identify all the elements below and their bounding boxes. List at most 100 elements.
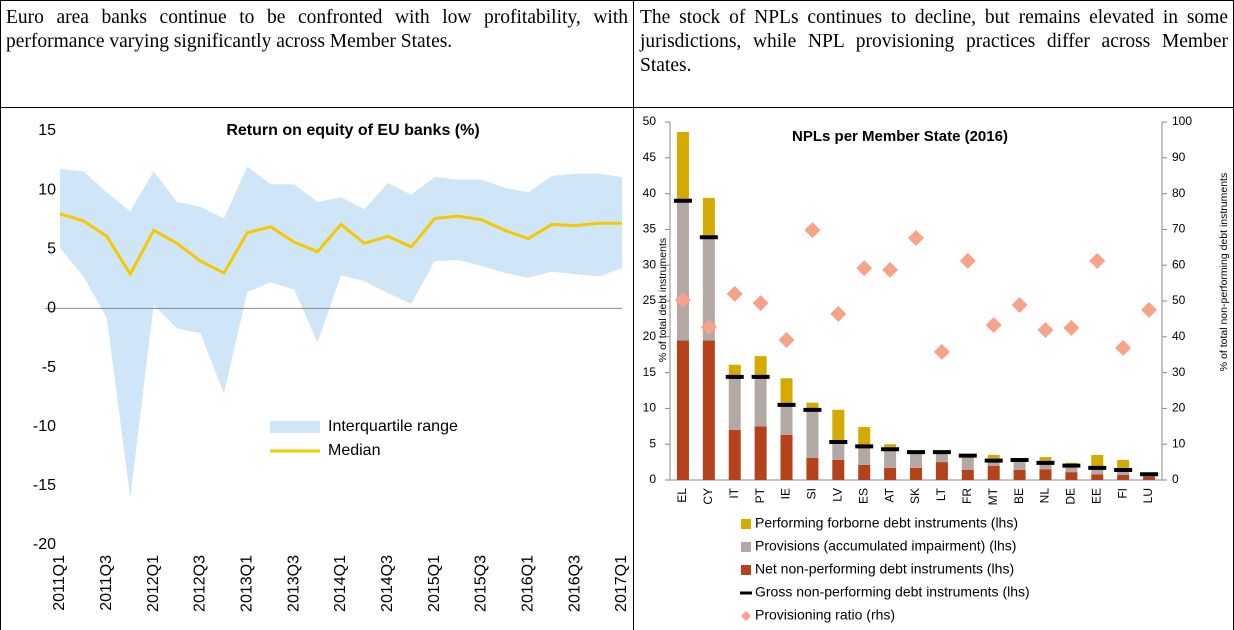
- bar: [935, 452, 948, 463]
- legend-label: Median: [328, 442, 380, 459]
- ratio-marker: [856, 260, 873, 277]
- x-tick-label: 2013Q1: [239, 555, 256, 612]
- bar: [858, 446, 871, 465]
- y2-tick-label: 60: [1172, 257, 1186, 271]
- y-tick-label: 0: [649, 472, 656, 486]
- ratio-marker: [1089, 252, 1106, 269]
- y-tick-label: 10: [643, 401, 657, 415]
- y2-tick-label: 20: [1172, 401, 1186, 415]
- y2-tick-label: 10: [1172, 436, 1186, 450]
- ratio-marker: [933, 343, 950, 360]
- x-tick-label: 2015Q1: [426, 555, 443, 612]
- y2-tick-label: 40: [1172, 329, 1186, 343]
- bar: [1039, 469, 1052, 480]
- y-tick-label: 20: [643, 329, 657, 343]
- y2-tick-label: 100: [1172, 114, 1192, 128]
- ratio-marker: [882, 261, 899, 278]
- bar: [910, 467, 922, 480]
- bar: [858, 427, 871, 447]
- x-tick-label: 2014Q1: [332, 555, 349, 612]
- bar: [806, 457, 819, 480]
- y-tick-label: -5: [42, 359, 56, 376]
- ratio-marker: [985, 316, 1002, 333]
- y-tick-label: 15: [38, 122, 56, 139]
- x-tick-label: IT: [727, 487, 741, 498]
- bar: [1091, 454, 1104, 468]
- y-tick-label: 0: [47, 300, 56, 317]
- bar: [910, 452, 922, 468]
- bar: [987, 460, 1000, 466]
- x-tick-label: 2011Q1: [51, 555, 68, 611]
- y-axis-title: % of total debt instruments: [657, 238, 669, 362]
- ratio-marker: [778, 332, 795, 349]
- y2-tick-label: 80: [1172, 186, 1186, 200]
- ratio-marker: [1063, 319, 1080, 336]
- iqr-band: [60, 166, 622, 498]
- x-tick-label: NL: [1038, 488, 1052, 504]
- legend-label: Provisioning ratio (rhs): [755, 607, 895, 623]
- ratio-marker: [959, 252, 976, 269]
- ratio-marker: [804, 222, 821, 239]
- x-tick-label: FR: [960, 488, 974, 504]
- x-tick-label: EE: [1089, 488, 1103, 504]
- bar: [1065, 465, 1078, 473]
- y-tick-label: 5: [649, 436, 656, 450]
- x-tick-label: 2014Q3: [379, 555, 396, 612]
- ratio-marker: [1037, 321, 1054, 338]
- bar: [676, 132, 689, 201]
- bar: [832, 459, 845, 480]
- x-tick-label: 2016Q3: [566, 555, 583, 612]
- y2-tick-label: 90: [1172, 150, 1186, 164]
- x-tick-label: 2011Q3: [98, 555, 115, 611]
- ratio-marker: [752, 295, 769, 312]
- header-cell: The stock of NPLs continues to decline, …: [640, 7, 1228, 76]
- x-tick-label: FI: [1115, 488, 1129, 499]
- bar: [987, 465, 1000, 480]
- y2-tick-label: 0: [1172, 472, 1179, 486]
- y2-tick-label: 50: [1172, 293, 1186, 307]
- bar: [754, 426, 767, 480]
- x-tick-label: DE: [1064, 488, 1078, 505]
- ratio-marker: [1011, 296, 1028, 313]
- bar: [1117, 459, 1130, 470]
- chart-title: NPLs per Member State (2016): [792, 128, 1008, 145]
- legend-swatch: [741, 519, 751, 529]
- bar: [780, 404, 793, 435]
- y-tick-label: 10: [38, 181, 56, 198]
- bar: [754, 376, 767, 427]
- bar: [961, 469, 974, 480]
- x-tick-label: LT: [934, 487, 948, 501]
- y2-tick-label: 30: [1172, 365, 1186, 379]
- x-tick-label: 2017Q1: [613, 555, 630, 612]
- y2-tick-label: 70: [1172, 222, 1186, 236]
- bar: [702, 237, 715, 341]
- bar: [728, 429, 741, 480]
- y-tick-label: 40: [643, 186, 657, 200]
- legend-swatch: [270, 421, 320, 433]
- legend-label: Net non-performing debt instruments (lhs…: [755, 561, 1014, 577]
- bar: [961, 455, 974, 470]
- x-tick-label: LU: [1141, 488, 1155, 503]
- bar: [1065, 472, 1078, 480]
- ratio-marker: [726, 285, 743, 302]
- x-tick-label: 2016Q1: [520, 555, 537, 612]
- bar: [806, 409, 819, 458]
- x-tick-label: LV: [830, 488, 844, 502]
- chart-title: Return on equity of EU banks (%): [226, 122, 479, 139]
- bar: [858, 464, 871, 480]
- bar: [754, 356, 767, 377]
- bar: [1117, 474, 1130, 480]
- bar: [676, 340, 689, 480]
- bar: [884, 449, 897, 468]
- x-tick-label: SI: [805, 488, 819, 499]
- x-tick-label: ES: [856, 488, 870, 504]
- ratio-marker: [908, 229, 924, 246]
- ratio-marker: [700, 319, 717, 336]
- ratio-marker: [830, 305, 847, 322]
- bar: [832, 409, 845, 443]
- x-tick-label: 2015Q3: [473, 555, 490, 612]
- ratio-marker: [1141, 301, 1158, 318]
- y-tick-label: 35: [643, 222, 657, 236]
